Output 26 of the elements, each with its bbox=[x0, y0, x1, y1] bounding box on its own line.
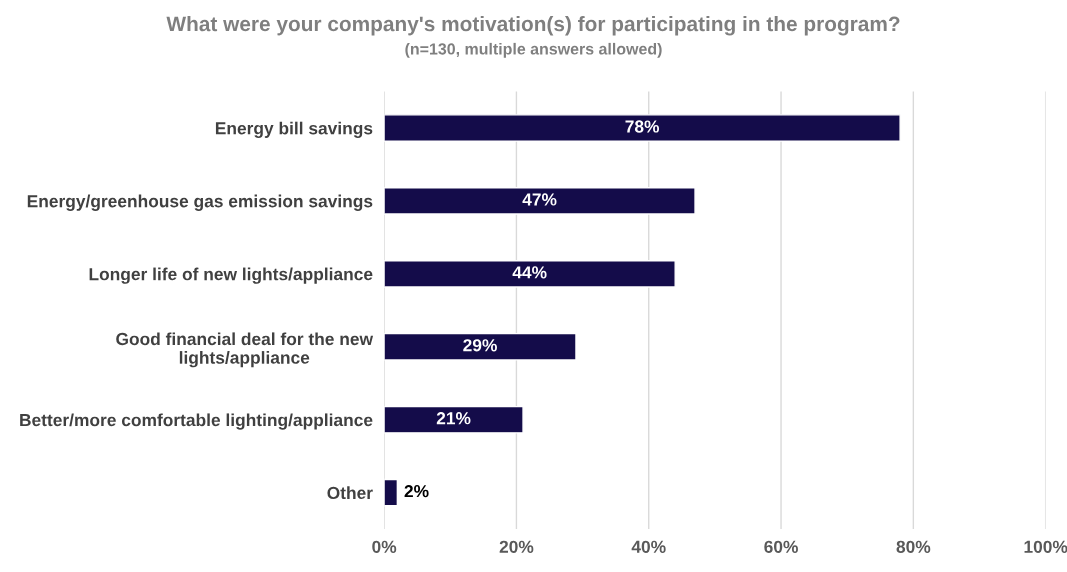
y-tick-label: Other bbox=[327, 486, 373, 500]
y-tick-label: Good financial deal for the new lights/appliance bbox=[116, 332, 374, 368]
bar bbox=[384, 260, 676, 288]
bar bbox=[384, 405, 524, 434]
x-tick-label: 100% bbox=[1024, 540, 1067, 553]
x-tick-label: 0% bbox=[372, 540, 397, 553]
x-tick-label: 20% bbox=[499, 540, 534, 553]
data-label: 2% bbox=[404, 485, 429, 498]
y-tick-label: Energy/greenhouse gas emission savings bbox=[27, 194, 373, 211]
x-tick-label: 60% bbox=[764, 540, 798, 553]
bar bbox=[384, 478, 399, 507]
bar bbox=[384, 114, 901, 142]
data-label: 44% bbox=[512, 266, 547, 279]
chart-subtitle: (n=130, multiple answers allowed) bbox=[405, 42, 662, 58]
data-label: 47% bbox=[522, 193, 557, 206]
data-label: 78% bbox=[625, 120, 660, 133]
bar bbox=[384, 332, 577, 361]
data-label: 21% bbox=[436, 412, 471, 425]
chart-title: What were your company's motivation(s) for participating in the program? bbox=[166, 15, 900, 36]
y-tick-label: Energy bill savings bbox=[215, 121, 373, 138]
x-tick-label: 40% bbox=[631, 540, 666, 553]
bar bbox=[384, 187, 696, 215]
data-label: 29% bbox=[463, 339, 497, 352]
y-tick-label: Better/more comfortable lighting/appliance bbox=[20, 413, 373, 430]
y-tick-label: Longer life of new lights/appliance bbox=[89, 267, 373, 284]
x-tick-label: 80% bbox=[896, 540, 931, 553]
